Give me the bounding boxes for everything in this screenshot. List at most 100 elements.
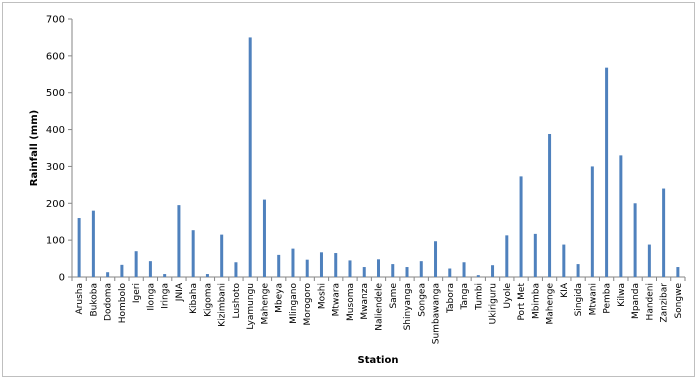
bar [434, 241, 438, 277]
x-tick-label: Mtwara [332, 283, 342, 316]
bar [91, 210, 95, 277]
x-axis-title: Station [358, 355, 399, 366]
bar [234, 262, 238, 277]
bar [163, 274, 167, 277]
y-tick-label: 200 [46, 199, 65, 210]
y-tick-label: 500 [46, 88, 65, 99]
bar [590, 166, 594, 277]
x-tick-label: Songwe [674, 283, 684, 319]
x-tick-label: Kilwa [617, 283, 627, 307]
x-tick-label: Tabora [446, 283, 456, 314]
y-tick-label: 300 [46, 162, 65, 173]
bar [334, 253, 338, 277]
bar [148, 261, 152, 277]
bar [676, 267, 680, 277]
x-tick-label: Mwanza [360, 283, 370, 320]
x-tick-label: Mahenge [546, 283, 556, 325]
bar [120, 264, 124, 277]
bar [562, 244, 566, 277]
x-tick-label: JNIA [175, 282, 185, 302]
bar [605, 67, 609, 277]
x-tick-labels: Arusha Bukoba Dodoma Hombolo Igeri Ilonga Irin… [75, 282, 684, 344]
bar [491, 265, 495, 277]
bar [248, 37, 252, 277]
x-tick-label: Kizimbani [218, 283, 228, 327]
x-tick-label: Ilonga [146, 283, 156, 311]
bar [576, 264, 580, 277]
y-tick-labels: 0 100 200 300 400 500 600 700 [46, 15, 65, 284]
bar [391, 264, 395, 277]
bar [476, 275, 480, 277]
x-tick-label: Moshi [317, 283, 327, 309]
y-tick-label: 600 [46, 51, 65, 62]
bar [533, 233, 537, 277]
x-tick-label: Mlingano [289, 283, 299, 324]
bar [177, 205, 181, 277]
x-tick-label: Singida [574, 283, 584, 316]
bar [405, 267, 409, 277]
bar [291, 248, 295, 277]
x-tick-label: Lyamungu [246, 283, 256, 330]
x-tick-label: Kigoma [203, 283, 213, 317]
bar [220, 234, 224, 277]
y-tick-label: 100 [46, 236, 65, 247]
x-tick-label: Bukoba [89, 283, 99, 317]
x-tick-label: Lushoto [232, 283, 242, 319]
x-tick-label: Dodoma [104, 283, 114, 321]
x-tick-label: Mbimba [531, 283, 541, 319]
x-tick-label: Igeri [132, 283, 142, 303]
y-tick-label: 0 [59, 273, 65, 284]
x-tick-label: Tumbi [474, 283, 484, 311]
y-tick-label: 400 [46, 125, 65, 136]
x-tick-label: Ukiriguru [489, 283, 499, 324]
bar [619, 155, 623, 277]
x-tick-label: Songea [417, 283, 427, 317]
bar [462, 262, 466, 277]
bar [191, 230, 195, 277]
bar [647, 244, 651, 277]
y-tick-label: 700 [46, 15, 65, 26]
x-tick-label: Mbeya [275, 283, 285, 313]
x-tick-label: KIA [560, 282, 570, 298]
x-tick-label: Morogoro [303, 283, 313, 326]
x-tick-label: Port Met [517, 283, 527, 321]
bar [419, 261, 423, 277]
bar [134, 251, 138, 277]
x-tick-label: Mtwani [588, 283, 598, 315]
bar [362, 267, 366, 277]
x-tick-label: Musoma [346, 283, 356, 321]
bar [505, 235, 509, 277]
x-tick-label: Mpanda [631, 283, 641, 319]
x-tick-label: Pemba [603, 283, 613, 314]
x-tick-label: Shinyanga [403, 283, 413, 330]
x-tick-label: Same [389, 283, 399, 309]
bar [262, 199, 266, 277]
chart-frame [2, 2, 695, 377]
x-tick-label: Iringa [161, 283, 171, 309]
x-tick-label: Sumbawanga [432, 283, 442, 344]
x-tick-label: Arusha [75, 283, 85, 314]
bar [448, 268, 452, 277]
bar [277, 254, 281, 277]
y-axis-title: Rainfall (mm) [29, 110, 40, 186]
bar [305, 259, 309, 277]
x-tick-label: Tanga [460, 283, 470, 310]
x-tick-label: Naliendele [375, 283, 385, 331]
bar [319, 252, 323, 277]
bar [662, 188, 666, 277]
bar [77, 218, 81, 277]
x-tick-label: Kibaha [189, 283, 199, 314]
bar [548, 133, 552, 277]
bar-series [77, 37, 680, 277]
bar [205, 274, 209, 277]
bar [106, 272, 110, 277]
bar [348, 260, 352, 277]
bar [519, 176, 523, 277]
x-tick-label: Mahenge [260, 283, 270, 325]
x-tick-label: Handeni [645, 283, 655, 320]
x-tick-label: Zanzibar [660, 283, 670, 323]
x-tick-label: Uyole [503, 283, 513, 309]
bar [377, 259, 380, 277]
bar [633, 203, 637, 277]
